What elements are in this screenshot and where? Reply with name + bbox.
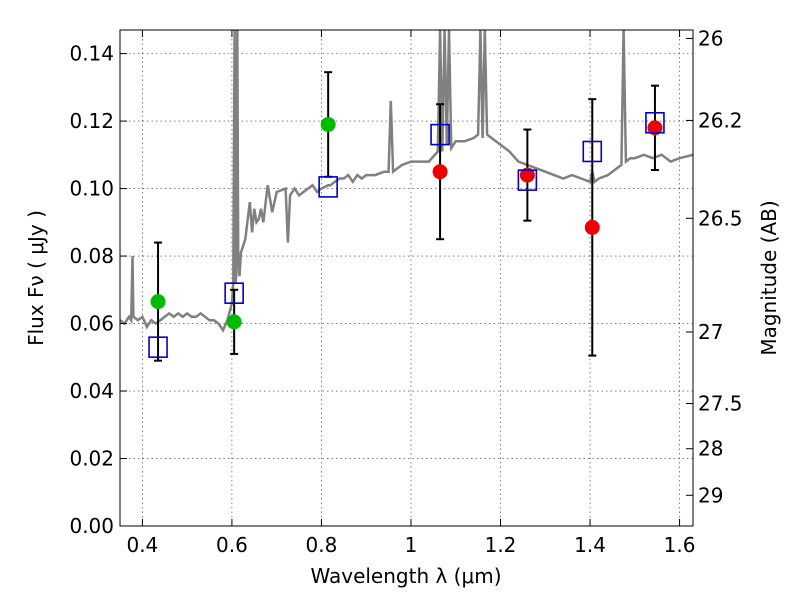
model-square xyxy=(517,169,538,191)
x-tick-label: 1.2 xyxy=(485,533,517,557)
plot-frame xyxy=(119,29,694,527)
y-tick-label: 0.14 xyxy=(69,42,114,66)
x-axis-label: Wavelength λ (μm) xyxy=(310,564,501,588)
x-tick-label: 0.8 xyxy=(306,533,338,557)
y-tick-label: 0.10 xyxy=(69,177,114,201)
y-tick-label: 0.06 xyxy=(69,312,114,336)
y-tick-label: 0.04 xyxy=(69,379,114,403)
y-axis: 0.00 0.02 0.04 0.06 0.08 0.10 0.12 0.14 xyxy=(69,42,127,538)
y2-axis: 26 26.2 26.5 27 27.5 28 29 xyxy=(686,26,743,507)
x-tick-label: 1 xyxy=(405,533,418,557)
y-tick-label: 0.00 xyxy=(69,514,114,538)
points-group xyxy=(150,116,663,330)
y2-tick-label: 26 xyxy=(698,26,723,50)
x-tick-label: 0.6 xyxy=(216,533,248,557)
model-square xyxy=(645,111,665,134)
y2-tick-label: 27 xyxy=(698,320,723,344)
y-tick-label: 0.08 xyxy=(69,244,114,268)
model-squares-group xyxy=(148,111,665,358)
green-point xyxy=(226,314,242,330)
y-tick-label: 0.12 xyxy=(69,109,114,133)
model-square xyxy=(430,123,450,146)
red-point xyxy=(432,164,448,180)
y2-axis-label: Magnitude (AB) xyxy=(757,200,781,355)
model-square xyxy=(148,336,168,358)
y2-tick-label: 27.5 xyxy=(698,392,743,416)
grid xyxy=(120,30,693,527)
model-square xyxy=(224,282,244,304)
model-square xyxy=(318,176,338,198)
y2-tick-label: 26.2 xyxy=(698,108,743,132)
y-axis-label: Flux Fν ( μJy ) xyxy=(24,210,48,346)
green-point xyxy=(150,294,166,310)
red-point xyxy=(584,219,600,235)
model-square xyxy=(582,140,603,163)
y2-tick-label: 28 xyxy=(698,437,723,461)
x-tick-label: 1.6 xyxy=(664,533,696,557)
y2-tick-label: 26.5 xyxy=(698,206,743,230)
x-tick-label: 1.4 xyxy=(574,533,606,557)
red-point xyxy=(519,167,535,183)
red-point xyxy=(647,120,663,136)
x-axis: 0.4 0.6 0.8 1 1.2 1.4 1.6 xyxy=(126,30,695,557)
y2-tick-label: 29 xyxy=(698,483,723,507)
plot-background xyxy=(120,30,693,526)
x-tick-label: 0.4 xyxy=(126,533,158,557)
green-point xyxy=(320,116,336,132)
y-tick-label: 0.02 xyxy=(69,447,114,471)
